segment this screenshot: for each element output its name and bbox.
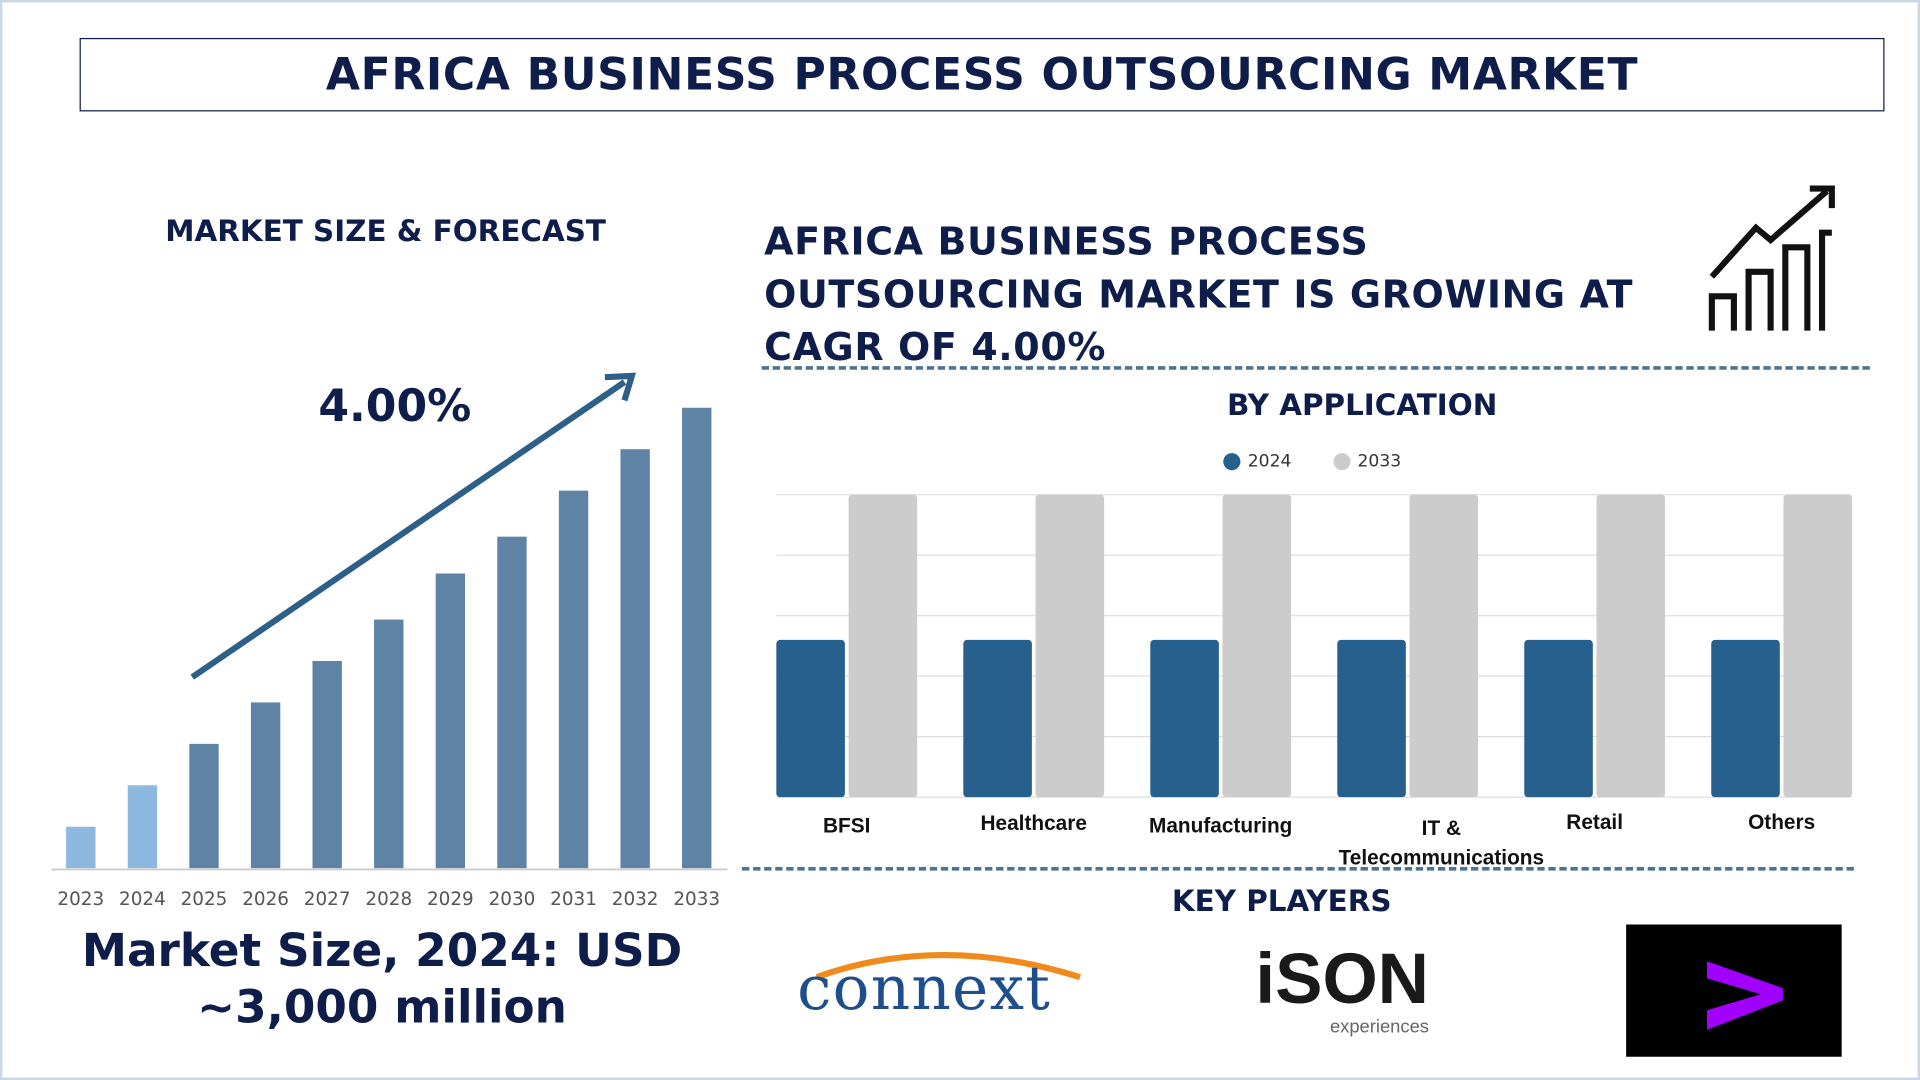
bar-2024-1	[963, 639, 1032, 798]
bar-2024-5	[1711, 639, 1780, 798]
application-chart-title: BY APPLICATION	[1226, 388, 1498, 423]
bar-2024-0	[776, 639, 845, 798]
bar-2033-3	[1409, 494, 1479, 798]
bar-2023	[66, 826, 96, 869]
bar-2028	[374, 619, 404, 869]
bar-2033-2	[1222, 494, 1292, 798]
ison-logo-text: iSON experiences	[1255, 939, 1429, 1038]
bar-2031	[558, 490, 589, 869]
connext-logo: connext	[792, 943, 1092, 1029]
category-label: BFSI	[823, 814, 871, 838]
bar-2026	[250, 702, 281, 869]
bar-2024-4	[1524, 639, 1593, 798]
bar-2033-5	[1783, 494, 1853, 798]
year-label: 2028	[365, 887, 413, 910]
year-label: 2031	[550, 887, 597, 910]
headline: AFRICA BUSINESS PROCESS OUTSOURCING MARK…	[764, 220, 1634, 370]
divider	[761, 366, 1870, 370]
bar-2027	[312, 660, 342, 869]
year-label: 2029	[426, 887, 474, 910]
growth-chart	[51, 372, 728, 871]
bar-2029	[435, 573, 466, 869]
bar-2033-0	[848, 494, 918, 798]
category-label: Retail	[1566, 810, 1623, 834]
legend-swatch-2024	[1223, 453, 1241, 471]
category-label: IT & Telecommunications	[1338, 816, 1545, 870]
category-label: Others	[1748, 810, 1816, 834]
connext-logo-text: connext	[797, 952, 1052, 1024]
category-label: Healthcare	[980, 811, 1087, 836]
category-label: Manufacturing	[1148, 814, 1293, 838]
legend: 2024 2033	[1223, 451, 1402, 472]
year-label: 2027	[303, 887, 351, 910]
bar-2024-3	[1337, 639, 1406, 798]
year-label: 2032	[611, 887, 659, 910]
bar-2025	[189, 743, 219, 869]
market-size-line2: ~3,000 million	[197, 980, 567, 1034]
bar-2033	[682, 407, 712, 869]
legend-swatch-2033	[1333, 453, 1351, 471]
year-label: 2026	[242, 887, 289, 910]
legend-label-2024: 2024	[1247, 451, 1292, 472]
cagr-label: 4.00%	[318, 382, 472, 433]
year-label: 2033	[673, 887, 721, 910]
bar-2024-2	[1150, 639, 1219, 798]
year-label: 2030	[488, 887, 536, 910]
application-chart	[776, 494, 1853, 798]
year-label: 2025	[180, 887, 228, 910]
year-label: 2023	[57, 887, 105, 910]
bar-2024	[127, 785, 158, 869]
legend-label-2033: 2033	[1357, 451, 1402, 472]
bar-2033-4	[1596, 494, 1666, 798]
market-size-text: Market Size, 2024: USD ~3,000 million	[51, 923, 712, 1036]
market-size-heading: MARKET SIZE & FORECAST	[165, 214, 606, 249]
bar-2030	[497, 536, 527, 869]
bar-2033-1	[1035, 494, 1105, 798]
market-size-line1: Market Size, 2024: USD	[81, 924, 683, 978]
year-label: 2024	[119, 887, 166, 910]
growth-arrow-icon	[190, 372, 637, 680]
divider	[742, 866, 1854, 871]
bar-2032	[620, 449, 650, 869]
growth-chart-icon	[1708, 185, 1835, 331]
page-title: AFRICA BUSINESS PROCESS OUTSOURCING MARK…	[79, 37, 1885, 112]
key-players-heading: KEY PLAYERS	[1171, 884, 1392, 919]
ison-logo: iSON experiences	[1227, 939, 1429, 1039]
accenture-logo	[1626, 924, 1842, 1057]
